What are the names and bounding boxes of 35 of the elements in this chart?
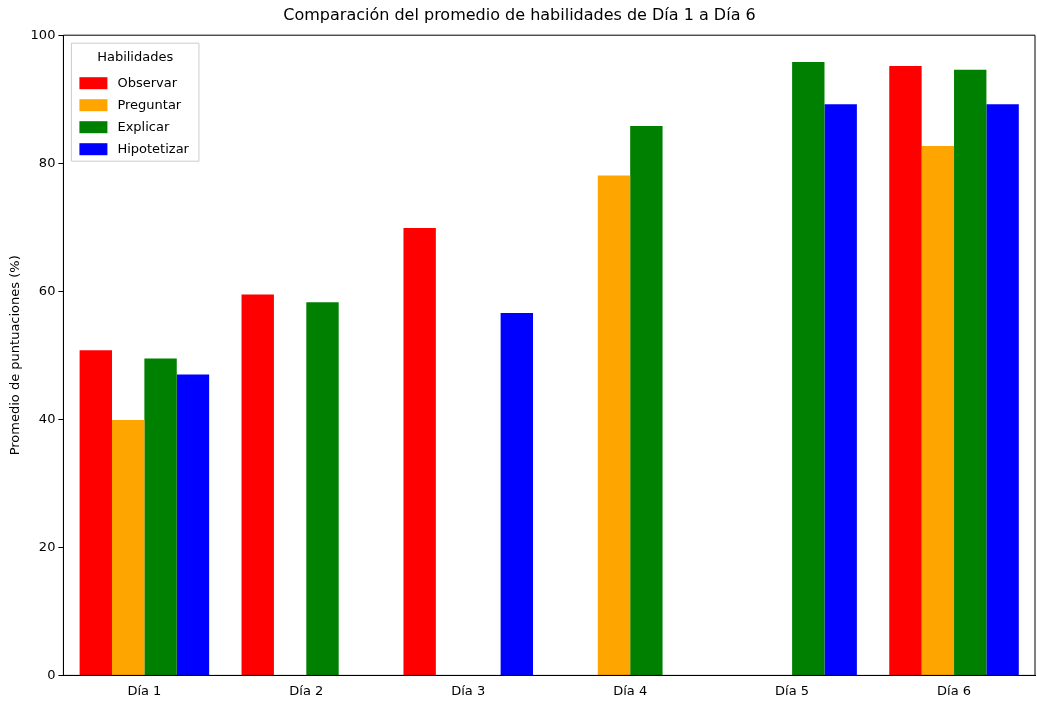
- bar: [824, 104, 857, 675]
- legend-label: Observar: [117, 74, 178, 90]
- bar: [792, 62, 825, 675]
- y-tick-label: 100: [30, 26, 56, 42]
- bar: [403, 227, 436, 675]
- x-tick-label: Día 5: [775, 682, 810, 698]
- legend-title: Habilidades: [97, 48, 174, 64]
- bar: [630, 126, 663, 675]
- bar: [889, 65, 922, 675]
- x-tick-label: Día 3: [451, 682, 486, 698]
- bar: [79, 350, 112, 675]
- bar: [144, 358, 177, 675]
- x-tick-label: Día 4: [613, 682, 648, 698]
- y-tick-label: 80: [38, 154, 56, 170]
- bar: [241, 294, 274, 675]
- y-tick-label: 0: [47, 666, 56, 682]
- x-tick-label: Día 2: [289, 682, 324, 698]
- bar: [954, 69, 987, 675]
- legend-label: Preguntar: [117, 96, 182, 112]
- y-tick-label: 40: [38, 410, 56, 426]
- bar: [597, 175, 631, 675]
- legend-label: Explicar: [117, 118, 170, 134]
- bar: [986, 104, 1019, 675]
- chart-title: Comparación del promedio de habilidades de Día 1 a Día 6: [283, 4, 756, 24]
- y-tick-label: 60: [38, 282, 56, 298]
- bar: [306, 302, 339, 675]
- y-tick-label: 20: [38, 538, 56, 554]
- bar: [111, 419, 145, 675]
- bar: [500, 313, 534, 675]
- y-axis-title: Promedio de puntuaciones (%): [7, 255, 23, 456]
- bar: [921, 145, 955, 675]
- legend-label: Hipotetizar: [117, 140, 190, 156]
- bar: [176, 374, 210, 675]
- x-tick-label: Día 1: [127, 682, 162, 698]
- x-tick-label: Día 6: [937, 682, 972, 698]
